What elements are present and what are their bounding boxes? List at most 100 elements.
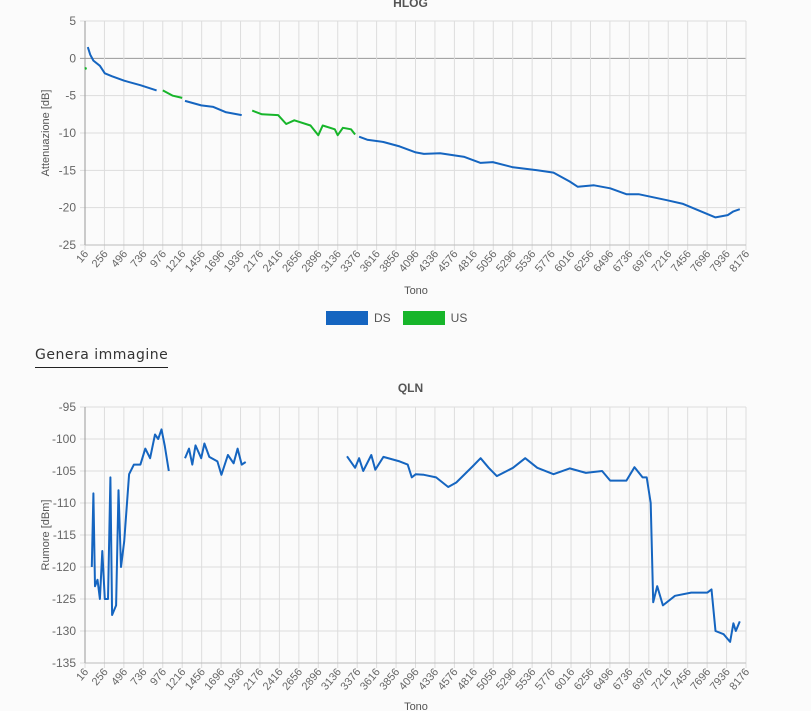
hlog-x-tick-label: 6256	[572, 248, 597, 274]
qln-series-ds-line	[184, 442, 247, 476]
qln-x-tick-label: 6496	[591, 666, 616, 692]
legend-label-us: US	[450, 311, 468, 325]
hlog-x-tick-label: 3136	[319, 248, 344, 274]
qln-x-tick-label: 7456	[669, 666, 694, 692]
hlog-x-tick-label: 6736	[611, 248, 636, 274]
qln-x-tick-label: 2416	[261, 666, 286, 692]
qln-x-axis-label: Tono	[404, 701, 428, 711]
qln-x-tick-label: 6016	[552, 666, 577, 692]
hlog-x-tick-label: 1936	[222, 248, 247, 274]
qln-x-tick-label: 1696	[202, 666, 227, 692]
hlog-y-tick-label: -5	[65, 89, 76, 103]
hlog-x-tick-label: 3856	[377, 248, 402, 274]
qln-x-tick-label: 2896	[300, 666, 325, 692]
legend-item-ds[interactable]: DS	[326, 311, 391, 325]
hlog-x-tick-label: 8176	[727, 248, 752, 274]
qln-x-tick-label: 1216	[164, 666, 189, 692]
hlog-x-tick-label: 1216	[164, 248, 189, 274]
hlog-x-tick-label: 7456	[669, 248, 694, 274]
qln-x-tick-label: 8176	[727, 666, 752, 692]
qln-x-tick-label: 4336	[416, 666, 441, 692]
qln-x-tick-label: 3376	[339, 666, 364, 692]
qln-x-tick-label: 5776	[533, 666, 558, 692]
hlog-y-tick-label: -20	[59, 201, 77, 215]
hlog-x-tick-label: 6496	[591, 248, 616, 274]
qln-x-tick-label: 1936	[222, 666, 247, 692]
hlog-y-axis-label: Attenuazione [dB]	[40, 90, 52, 177]
hlog-x-tick-label: 1696	[202, 248, 227, 274]
qln-x-tick-label: 1456	[183, 666, 208, 692]
qln-x-tick-label: 256	[90, 666, 111, 688]
qln-x-tick-label: 7216	[650, 666, 675, 692]
hlog-x-tick-label: 5536	[514, 248, 539, 274]
qln-y-tick-label: -130	[52, 624, 76, 638]
hlog-x-tick-label: 4336	[416, 248, 441, 274]
qln-y-tick-label: -120	[52, 560, 76, 574]
hlog-x-tick-label: 2656	[280, 248, 305, 274]
qln-x-tick-label: 736	[129, 666, 150, 688]
hlog-y-tick-label: -25	[59, 238, 77, 252]
hlog-x-tick-label: 3616	[358, 248, 383, 274]
hlog-x-tick-label: 496	[109, 248, 130, 270]
hlog-series-us-line	[84, 66, 88, 70]
qln-x-tick-label: 7696	[688, 666, 713, 692]
hlog-x-tick-label: 256	[90, 248, 111, 270]
legend-swatch-ds	[326, 311, 368, 325]
hlog-x-tick-label: 4096	[397, 248, 422, 274]
hlog-x-tick-label: 5296	[494, 248, 519, 274]
qln-series-ds-line	[90, 428, 170, 616]
hlog-x-tick-label: 7216	[650, 248, 675, 274]
qln-x-tick-label: 3856	[377, 666, 402, 692]
hlog-x-tick-label: 7696	[688, 248, 713, 274]
hlog-x-tick-label: 1456	[183, 248, 208, 274]
qln-title: QLN	[398, 381, 423, 395]
qln-y-tick-label: -105	[52, 464, 76, 478]
legend-item-us[interactable]: US	[402, 311, 468, 325]
hlog-x-tick-label: 5056	[475, 248, 500, 274]
generate-image-link[interactable]: Genera immagine	[35, 347, 169, 368]
qln-y-tick-label: -115	[53, 528, 76, 542]
hlog-x-tick-label: 2176	[241, 248, 266, 274]
hlog-x-tick-label: 7936	[708, 248, 733, 274]
qln-y-tick-label: -95	[59, 400, 77, 414]
qln-x-tick-label: 6976	[630, 666, 655, 692]
hlog-y-tick-label: -10	[59, 126, 77, 140]
qln-y-tick-label: -110	[53, 496, 76, 510]
hlog-x-tick-label: 2896	[300, 248, 325, 274]
qln-y-tick-label: -100	[52, 432, 76, 446]
qln-series-ds-line	[346, 454, 741, 643]
hlog-x-tick-label: 4816	[455, 248, 480, 274]
hlog-x-tick-label: 6016	[552, 248, 577, 274]
hlog-legend: DS US	[326, 311, 479, 325]
hlog-x-tick-label: 736	[129, 248, 150, 270]
hlog-x-axis-label: Tono	[404, 285, 428, 297]
qln-x-tick-label: 4816	[455, 666, 480, 692]
qln-x-tick-label: 3616	[358, 666, 383, 692]
qln-x-tick-label: 2176	[241, 666, 266, 692]
qln-x-tick-label: 5056	[475, 666, 500, 692]
hlog-x-tick-label: 16	[74, 248, 91, 265]
qln-x-tick-label: 496	[109, 666, 130, 688]
hlog-x-tick-label: 4576	[436, 248, 461, 274]
qln-y-tick-label: -125	[52, 592, 76, 606]
qln-x-tick-label: 5536	[514, 666, 539, 692]
hlog-series-ds-line	[86, 46, 157, 92]
qln-x-tick-label: 16	[74, 666, 91, 683]
qln-x-tick-label: 4096	[397, 666, 422, 692]
hlog-x-tick-label: 6976	[630, 248, 655, 274]
hlog-x-tick-label: 2416	[261, 248, 286, 274]
legend-label-ds: DS	[374, 311, 391, 325]
hlog-y-tick-label: 5	[69, 14, 76, 28]
qln-x-tick-label: 4576	[436, 666, 461, 692]
legend-swatch-us	[402, 311, 445, 325]
hlog-series-us-line	[251, 109, 356, 137]
hlog-series-ds-line	[358, 135, 741, 219]
qln-x-tick-label: 7936	[708, 666, 733, 692]
qln-y-axis-label: Rumore [dBm]	[40, 500, 52, 571]
qln-x-tick-label: 6736	[611, 666, 636, 692]
hlog-title: HLOG	[393, 0, 428, 10]
hlog-series-us-line	[162, 89, 183, 99]
qln-x-tick-label: 3136	[319, 666, 344, 692]
hlog-y-tick-label: 0	[69, 51, 76, 65]
